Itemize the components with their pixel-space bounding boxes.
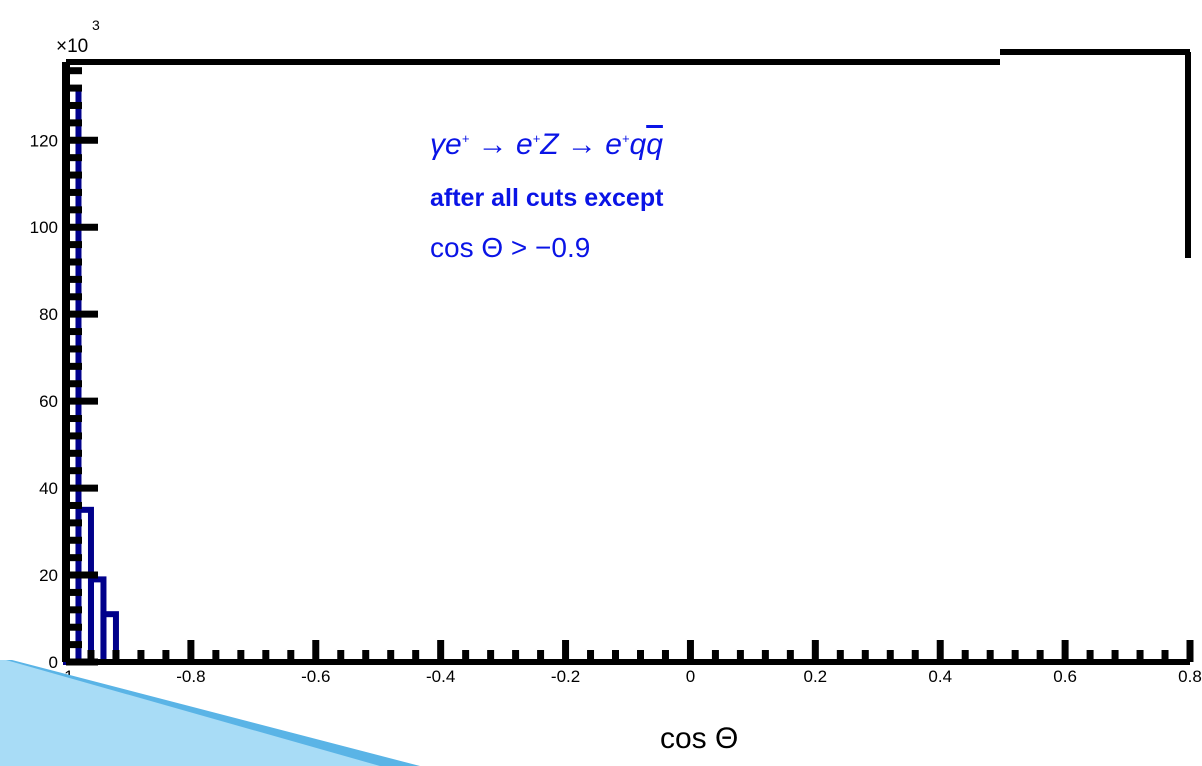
formula-antiquark: q xyxy=(646,128,663,161)
y-tick-label: 120 xyxy=(30,131,58,150)
x-tick-label: 0.8 xyxy=(1178,667,1202,686)
cut-condition: cos Θ > −0.9 xyxy=(430,232,591,263)
x-tick-label: -0.6 xyxy=(301,667,330,686)
formula-sup-1: + xyxy=(461,131,470,146)
formula-part-2: → e xyxy=(469,128,533,161)
process-formula: γe+ → e+Z → e+qq xyxy=(430,128,663,162)
plot-frame xyxy=(62,49,1191,665)
x-tick-label: 0.6 xyxy=(1053,667,1077,686)
x-tick-label: 0 xyxy=(686,667,695,686)
formula-part-4: q xyxy=(629,128,647,161)
x-tick-label: -0.2 xyxy=(551,667,580,686)
y-axis-ticks: 0 20 40 60 80 100 120 xyxy=(30,67,98,672)
y-exponent: ×10 xyxy=(56,36,88,57)
formula-part-1: γe xyxy=(430,128,462,161)
y-exponent-power: 3 xyxy=(92,17,100,33)
slide-corner-decoration xyxy=(0,660,420,766)
y-tick-label: 20 xyxy=(39,566,58,585)
x-tick-label: 0.4 xyxy=(928,667,952,686)
y-tick-label: 60 xyxy=(39,392,58,411)
x-tick-label: -0.8 xyxy=(176,667,205,686)
formula-part-3: Z → e xyxy=(540,128,622,161)
y-tick-label: 100 xyxy=(30,218,58,237)
x-axis-title: cos Θ xyxy=(660,722,739,755)
cut-label: after all cuts except xyxy=(430,184,664,212)
y-tick-label: 80 xyxy=(39,305,58,324)
x-tick-label: -0.4 xyxy=(426,667,455,686)
formula-sup-2: + xyxy=(532,131,541,146)
x-tick-label: 0.2 xyxy=(804,667,828,686)
y-tick-label: 0 xyxy=(49,653,58,672)
formula-sup-3: + xyxy=(621,131,630,146)
y-tick-label: 40 xyxy=(39,479,58,498)
